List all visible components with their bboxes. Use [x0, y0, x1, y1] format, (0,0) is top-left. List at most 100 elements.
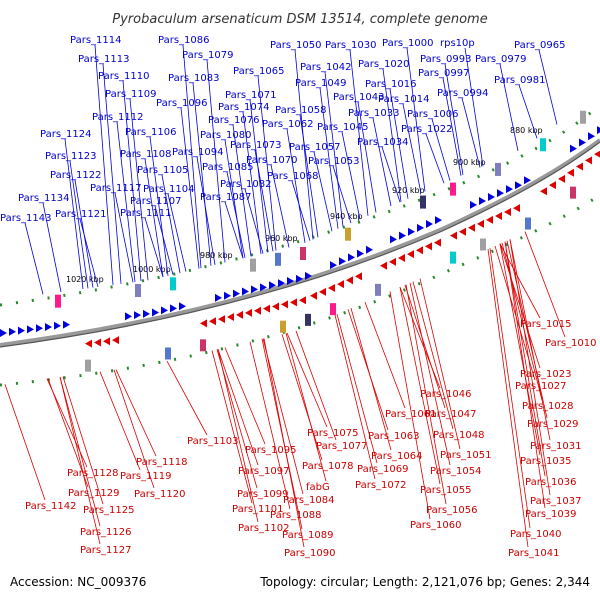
reverse-gene-label[interactable]: Pars_1056	[426, 505, 477, 516]
forward-gene-label[interactable]: Pars_1043	[333, 92, 384, 103]
forward-gene-label[interactable]: Pars_1113	[78, 54, 129, 65]
reverse-gene-label[interactable]: Pars_1120	[134, 489, 185, 500]
reverse-gene-label[interactable]: Pars_1063	[368, 431, 419, 442]
forward-gene-label[interactable]: Pars_1050	[270, 40, 321, 51]
forward-gene-label[interactable]: Pars_1034	[357, 137, 408, 148]
reverse-gene-label[interactable]: Pars_1029	[527, 419, 578, 430]
forward-gene-label[interactable]: Pars_1057	[289, 142, 340, 153]
reverse-gene-label[interactable]: Pars_1015	[520, 319, 571, 330]
forward-gene-label[interactable]: Pars_1070	[246, 155, 297, 166]
reverse-gene-label[interactable]: Pars_1099	[237, 489, 288, 500]
reverse-gene-label[interactable]: Pars_1064	[371, 451, 422, 462]
forward-gene-label[interactable]: Pars_1104	[143, 184, 194, 195]
reverse-gene-label[interactable]: Pars_1051	[440, 450, 491, 461]
reverse-gene-label[interactable]: Pars_1129	[68, 488, 119, 499]
forward-gene-label[interactable]: rps10p	[440, 38, 475, 49]
forward-gene-label[interactable]: Pars_1114	[70, 35, 121, 46]
reverse-gene-label[interactable]: Pars_1037	[530, 496, 581, 507]
forward-gene-label[interactable]: Pars_1086	[158, 35, 209, 46]
reverse-gene-label[interactable]: Pars_1142	[25, 501, 76, 512]
forward-gene-label[interactable]: Pars_1000	[382, 38, 433, 49]
reverse-gene-label[interactable]: Pars_1077	[316, 441, 367, 452]
forward-gene-label[interactable]: Pars_1033	[348, 108, 399, 119]
reverse-gene-label[interactable]: Pars_1075	[307, 428, 358, 439]
reverse-gene-label[interactable]: Pars_1028	[522, 401, 573, 412]
reverse-gene-label[interactable]: Pars_1069	[357, 464, 408, 475]
forward-gene-label[interactable]: Pars_1076	[208, 115, 259, 126]
reverse-gene-label[interactable]: Pars_1072	[355, 480, 406, 491]
forward-gene-label[interactable]: Pars_1111	[120, 208, 171, 219]
forward-gene-label[interactable]: Pars_1079	[182, 50, 233, 61]
reverse-gene-label[interactable]: Pars_1060	[410, 520, 461, 531]
forward-gene-label[interactable]: Pars_1107	[130, 196, 181, 207]
forward-gene-label[interactable]: Pars_1110	[98, 71, 149, 82]
forward-gene-label[interactable]: Pars_1082	[220, 179, 271, 190]
reverse-gene-label[interactable]: Pars_1084	[283, 495, 334, 506]
reverse-gene-label[interactable]: Pars_1078	[302, 461, 353, 472]
forward-gene-label[interactable]: Pars_1143	[0, 213, 51, 224]
reverse-gene-label[interactable]: Pars_1010	[545, 338, 596, 349]
forward-gene-label[interactable]: Pars_1106	[125, 127, 176, 138]
forward-gene-label[interactable]: Pars_1105	[137, 165, 188, 176]
reverse-gene-label[interactable]: Pars_1089	[282, 530, 333, 541]
forward-gene-label[interactable]: Pars_1071	[225, 90, 276, 101]
forward-gene-label[interactable]: Pars_1042	[300, 62, 351, 73]
forward-gene-label[interactable]: Pars_1074	[218, 102, 269, 113]
forward-gene-label[interactable]: Pars_1094	[172, 147, 223, 158]
forward-gene-label[interactable]: Pars_0997	[418, 68, 469, 79]
reverse-gene-label[interactable]: Pars_1095	[245, 445, 296, 456]
forward-gene-label[interactable]: Pars_1123	[45, 151, 96, 162]
reverse-gene-label[interactable]: Pars_1090	[284, 548, 335, 559]
reverse-gene-label[interactable]: Pars_1040	[510, 529, 561, 540]
reverse-gene-label[interactable]: Pars_1027	[515, 381, 566, 392]
reverse-gene-label[interactable]: Pars_1046	[420, 389, 471, 400]
forward-gene-label[interactable]: Pars_1080	[200, 130, 251, 141]
forward-gene-label[interactable]: Pars_1108	[120, 149, 171, 160]
forward-gene-label[interactable]: Pars_1065	[233, 66, 284, 77]
reverse-gene-label[interactable]: Pars_1061	[385, 409, 436, 420]
reverse-gene-label[interactable]: Pars_1128	[67, 468, 118, 479]
reverse-gene-label[interactable]: fabG	[306, 482, 330, 493]
reverse-gene-label[interactable]: Pars_1054	[430, 466, 481, 477]
reverse-gene-label[interactable]: Pars_1035	[520, 456, 571, 467]
forward-gene-label[interactable]: Pars_1016	[365, 79, 416, 90]
reverse-gene-label[interactable]: Pars_1088	[270, 510, 321, 521]
forward-gene-label[interactable]: Pars_0993	[420, 54, 471, 65]
forward-gene-label[interactable]: Pars_1109	[105, 89, 156, 100]
forward-gene-label[interactable]: Pars_0994	[437, 88, 488, 99]
forward-gene-label[interactable]: Pars_1053	[308, 156, 359, 167]
reverse-gene-label[interactable]: Pars_1036	[525, 477, 576, 488]
forward-gene-label[interactable]: Pars_1121	[55, 209, 106, 220]
reverse-gene-label[interactable]: Pars_1126	[80, 527, 131, 538]
forward-gene-label[interactable]: Pars_1073	[230, 140, 281, 151]
forward-gene-label[interactable]: Pars_1122	[50, 170, 101, 181]
reverse-gene-label[interactable]: Pars_1097	[238, 466, 289, 477]
reverse-gene-label[interactable]: Pars_1041	[508, 548, 559, 559]
forward-gene-label[interactable]: Pars_1087	[200, 192, 251, 203]
forward-gene-label[interactable]: Pars_1112	[92, 112, 143, 123]
forward-gene-label[interactable]: Pars_1030	[325, 40, 376, 51]
forward-gene-label[interactable]: Pars_1045	[317, 122, 368, 133]
reverse-gene-label[interactable]: Pars_1119	[120, 471, 171, 482]
forward-gene-label[interactable]: Pars_0979	[475, 54, 526, 65]
forward-gene-label[interactable]: Pars_1134	[18, 193, 69, 204]
reverse-gene-label[interactable]: Pars_1125	[83, 505, 134, 516]
forward-gene-label[interactable]: Pars_1022	[401, 124, 452, 135]
forward-gene-label[interactable]: Pars_0965	[514, 40, 565, 51]
forward-gene-label[interactable]: Pars_1083	[168, 73, 219, 84]
reverse-gene-label[interactable]: Pars_1039	[525, 509, 576, 520]
forward-gene-label[interactable]: Pars_0981	[494, 75, 545, 86]
forward-gene-label[interactable]: Pars_1020	[358, 59, 409, 70]
forward-gene-label[interactable]: Pars_1006	[407, 109, 458, 120]
forward-gene-label[interactable]: Pars_1058	[275, 105, 326, 116]
forward-gene-label[interactable]: Pars_1124	[40, 129, 91, 140]
reverse-gene-label[interactable]: Pars_1055	[420, 485, 471, 496]
reverse-gene-label[interactable]: Pars_1101	[232, 504, 283, 515]
forward-gene-label[interactable]: Pars_1062	[262, 119, 313, 130]
reverse-gene-label[interactable]: Pars_1102	[238, 523, 289, 534]
reverse-gene-label[interactable]: Pars_1103	[187, 436, 238, 447]
reverse-gene-label[interactable]: Pars_1048	[433, 430, 484, 441]
reverse-gene-label[interactable]: Pars_1031	[530, 441, 581, 452]
reverse-gene-label[interactable]: Pars_1127	[80, 545, 131, 556]
reverse-gene-label[interactable]: Pars_1023	[520, 369, 571, 380]
